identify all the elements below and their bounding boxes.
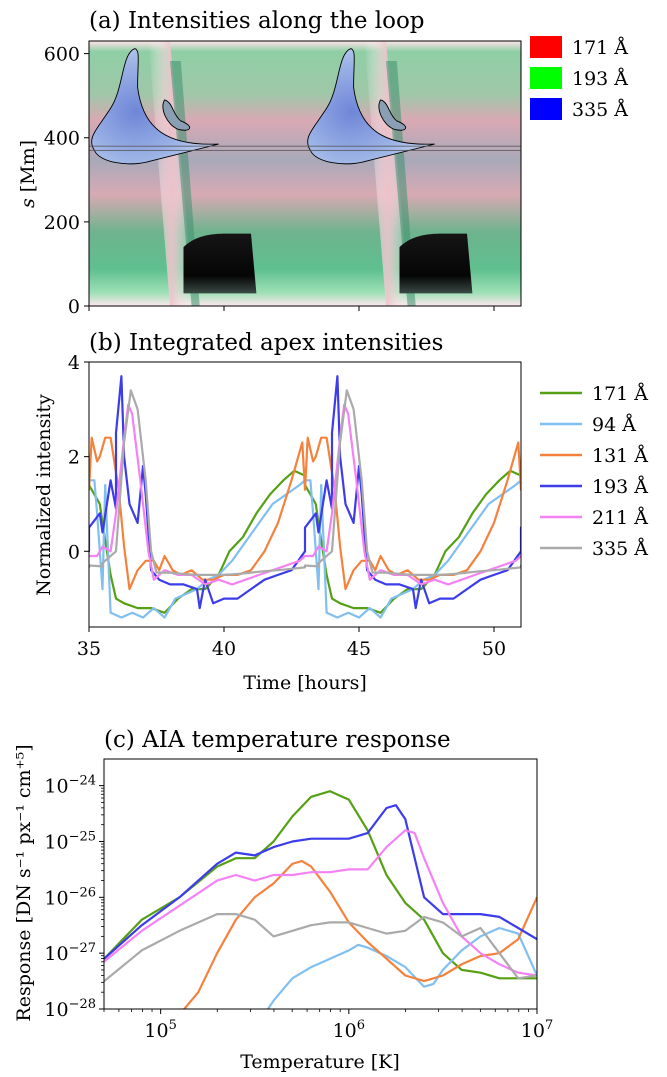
series-line-171: [89, 469, 521, 614]
response-line-211: [104, 829, 537, 977]
panel-c-line-chart: (c) AIA temperature response 10−2810−271…: [13, 727, 553, 1073]
x-tick-label: 107: [521, 1018, 553, 1042]
small-contour: [378, 99, 407, 131]
legend-swatch-335: [530, 98, 562, 120]
legend-label-171: 171 Å: [592, 383, 648, 405]
series-line-94: [89, 479, 521, 619]
dark-region: [183, 233, 257, 294]
legend-label-335: 335 Å: [572, 99, 628, 121]
dark-front: [602, 61, 632, 306]
response-line-335: [104, 912, 537, 982]
legend-label-171: 171 Å: [572, 37, 628, 59]
y-tick-label: 4: [68, 352, 80, 374]
panel-b-xlabel: Time [hours]: [243, 672, 367, 694]
panel-a-legend: 171 Å 193 Å 335 Å: [530, 36, 628, 121]
y-tick-label: 10−26: [44, 885, 96, 909]
legend-swatch-193: [530, 67, 562, 89]
small-contour: [162, 99, 191, 131]
y-tick-label: 0: [68, 541, 80, 563]
panel-a-title: (a) Intensities along the loop: [89, 8, 425, 34]
panel-b-title: (b) Integrated apex intensities: [89, 330, 443, 356]
panel-a-y-axis: 0 200 400 600: [44, 44, 89, 318]
legend-label-193: 193 Å: [572, 68, 628, 90]
front-stripe: [148, 41, 195, 306]
panel-a-frame: [88, 40, 522, 307]
x-tick-label: 106: [333, 1018, 365, 1042]
panel-b-y-axis: 0 2 4: [68, 352, 89, 563]
y-tick-label: 0: [68, 296, 80, 318]
panel-c-x-axis: 105 106 107: [103, 1009, 553, 1042]
legend-label-94: 94 Å: [592, 414, 636, 436]
y-tick-label: 10−28: [44, 997, 96, 1021]
apex-band: [89, 145, 521, 151]
x-tick-label: 40: [212, 638, 236, 660]
x-tick-label: 35: [77, 638, 101, 660]
panel-a-x-axis: [88, 306, 495, 311]
y-tick-label: 400: [44, 128, 80, 150]
x-tick-label: 45: [347, 638, 371, 660]
hot-contour: [307, 48, 435, 165]
y-tick-label: 10−25: [44, 829, 96, 853]
front-stripe: [364, 41, 411, 306]
panel-c-ylabel: Response [DN s⁻¹ px⁻¹ cm⁺⁵]: [13, 744, 35, 1021]
y-tick-label: 600: [44, 44, 80, 66]
y-tick-label: 10−24: [44, 774, 96, 798]
panel-b-ylabel: Normalized intensity: [33, 394, 55, 596]
legend-label-193: 193 Å: [592, 476, 648, 498]
legend-label-211: 211 Å: [592, 507, 648, 529]
x-tick-label: 50: [482, 638, 506, 660]
response-line-171: [104, 790, 537, 980]
series-line-193: [89, 375, 521, 610]
panel-b-frame: [88, 361, 522, 628]
panel-b-legend: 171 Å 94 Å 131 Å 193 Å 211 Å 335 Å: [540, 383, 648, 560]
panel-c-frame: [103, 758, 538, 1010]
panel-b-x-axis: 35 40 45 50: [77, 627, 506, 660]
panel-c-xlabel: Temperature [K]: [240, 1051, 400, 1073]
x-tick-label: 105: [144, 1018, 176, 1042]
response-line-131: [182, 859, 537, 1009]
response-line-94: [266, 926, 537, 1009]
response-line-193: [104, 804, 537, 960]
y-tick-label: 10−27: [44, 941, 96, 965]
panel-c-series: [104, 790, 537, 1009]
hot-contour: [91, 48, 219, 165]
panel-c-y-axis: 10−28 10−27 10−26 10−25 10−24: [44, 774, 104, 1021]
y-tick-label: 2: [68, 447, 80, 469]
dark-region: [399, 233, 473, 294]
series-line-335: [89, 389, 521, 577]
panel-b-series: [89, 375, 521, 619]
y-tick-label: 200: [44, 212, 80, 234]
panel-a-heatmap: (a) Intensities along the loop 0 200 400 60…: [17, 8, 632, 318]
legend-label-131: 131 Å: [592, 445, 648, 467]
heatmap-features: [91, 48, 473, 294]
panel-b-line-chart: (b) Integrated apex intensities 0 2 4 35 40…: [33, 330, 648, 694]
panel-a-ylabel: s [Mm]: [17, 140, 39, 208]
panel-c-title: (c) AIA temperature response: [104, 727, 451, 753]
legend-swatch-171: [530, 36, 562, 58]
legend-label-335: 335 Å: [592, 538, 648, 560]
